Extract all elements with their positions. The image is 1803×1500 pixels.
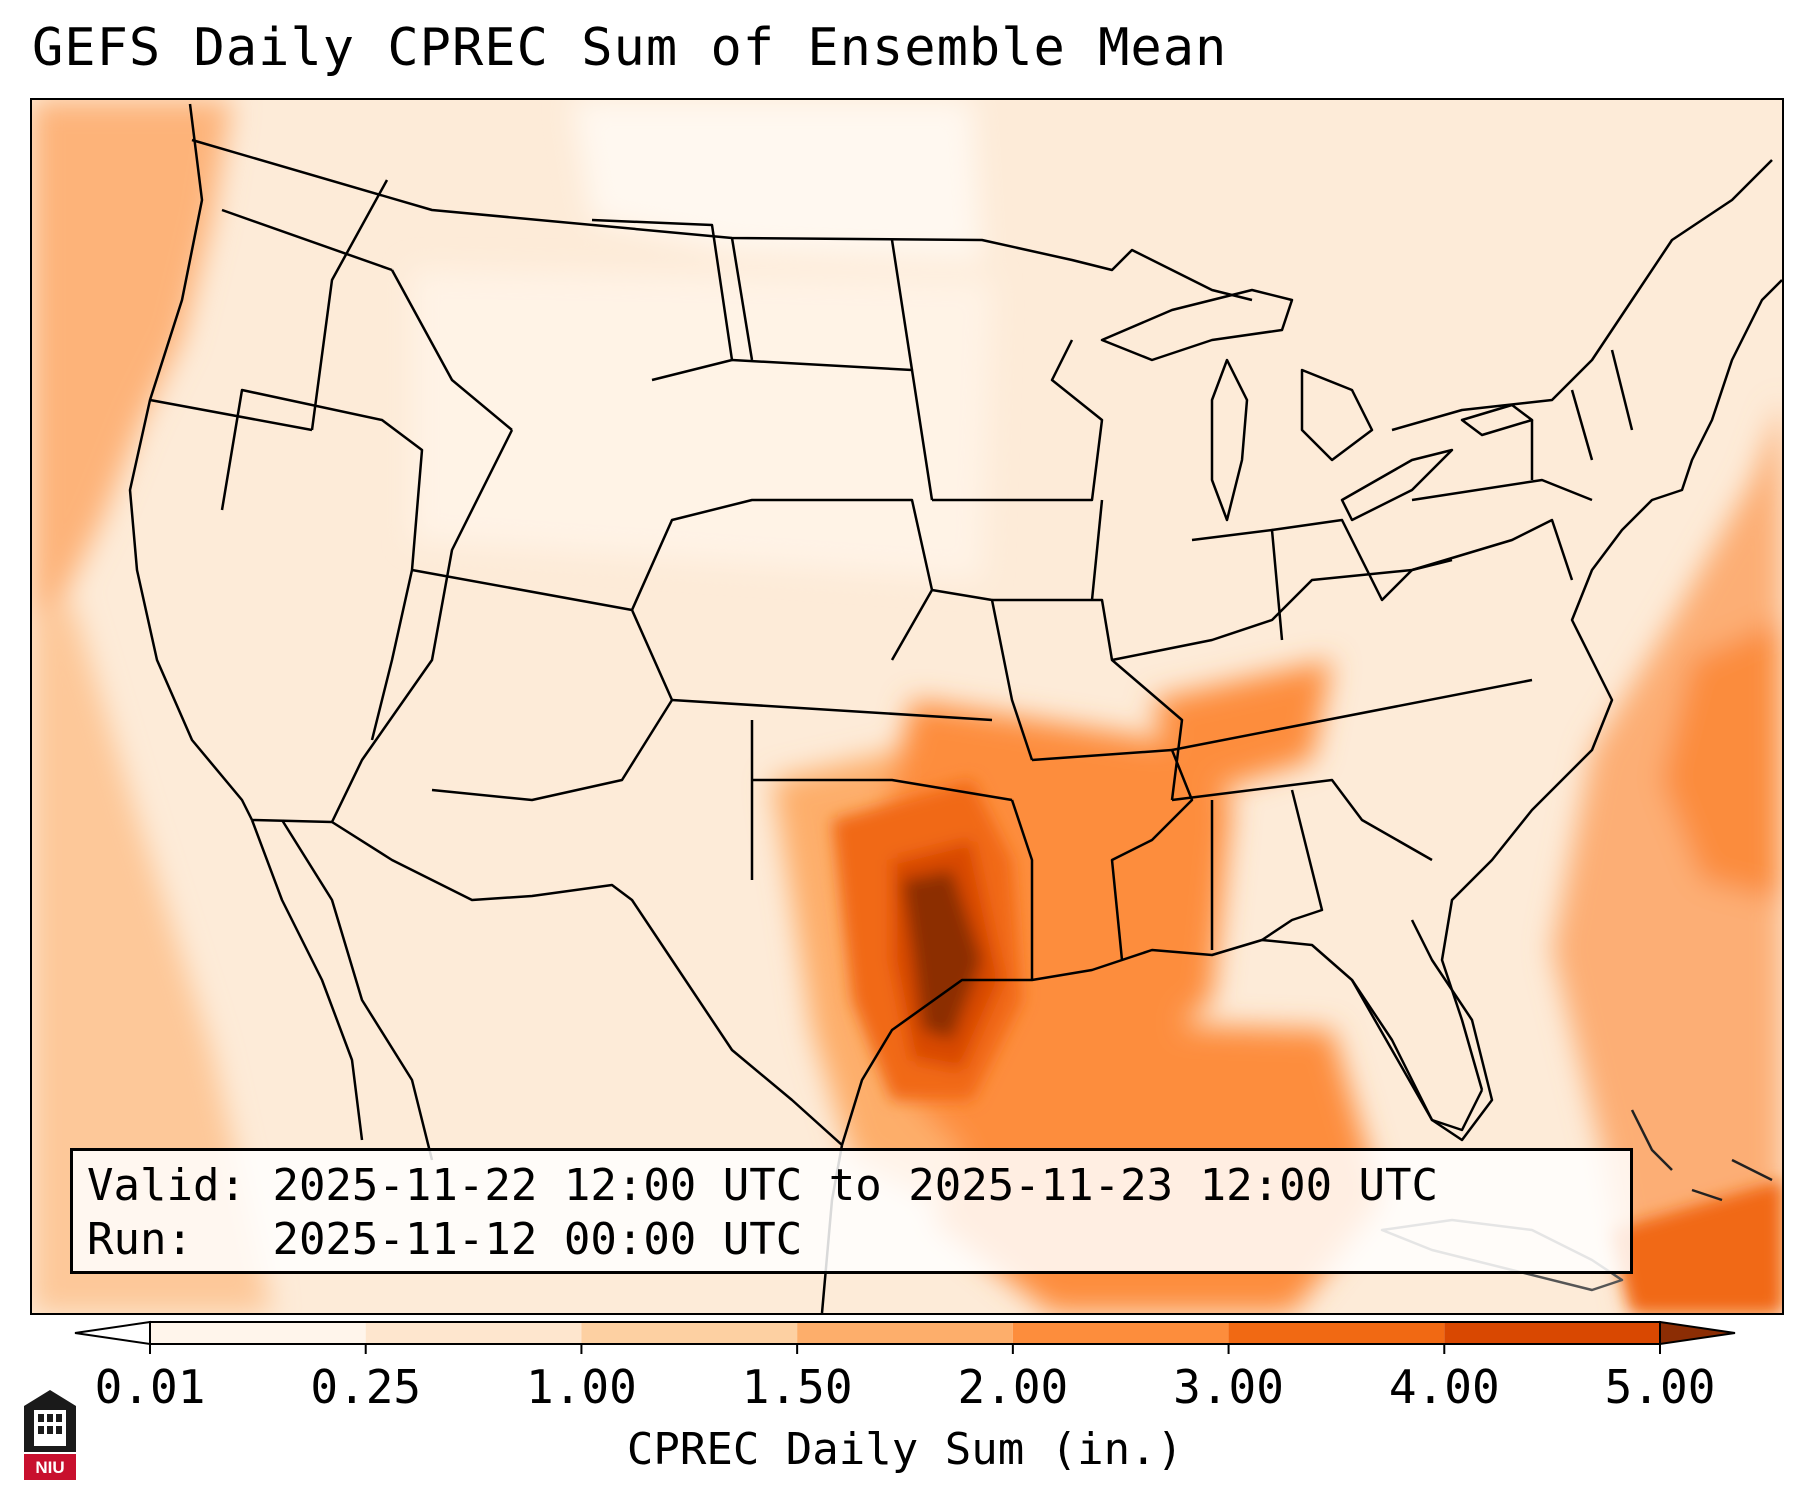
niu-logo-text: NIU <box>35 1458 65 1477</box>
run-label: Run: <box>87 1214 193 1265</box>
colorbar-tick-label: 4.00 <box>1388 1360 1500 1414</box>
colorbar-segment <box>365 1322 582 1344</box>
lake-michigan <box>1210 358 1249 522</box>
colorbar-segment <box>1228 1322 1445 1344</box>
us-mexico-border <box>251 818 843 1146</box>
niu-logo-icon <box>24 1390 76 1480</box>
valid-run-info-box: Valid: 2025-11-22 12:00 UTC to 2025-11-2… <box>70 1148 1633 1274</box>
colorbar-segment <box>150 1322 366 1344</box>
colorbar-tick-label: 1.00 <box>526 1360 637 1414</box>
colorbar-title: CPREC Daily Sum (in.) <box>626 1424 1184 1475</box>
map-title: GEFS Daily CPREC Sum of Ensemble Mean <box>32 18 1228 78</box>
colorbar-tick-label: 5.00 <box>1604 1360 1716 1414</box>
map-panel: Valid: 2025-11-22 12:00 UTC to 2025-11-2… <box>30 98 1784 1315</box>
colorbar-segment <box>797 1322 1013 1344</box>
baja-california <box>250 819 364 1141</box>
run-time: 2025-11-12 00:00 UTC <box>272 1214 803 1265</box>
colorbar <box>74 1320 1736 1354</box>
us-canada-border-east <box>1391 159 1773 432</box>
lake-huron <box>1300 368 1374 462</box>
colorbar-segment <box>1012 1322 1229 1344</box>
colorbar-tick-label: 3.00 <box>1173 1360 1284 1414</box>
colorbar-tick-label: 0.25 <box>310 1360 422 1414</box>
us-gulf-coast <box>840 938 1484 1146</box>
precip-maximum <box>832 780 1782 1313</box>
us-coastline-west <box>128 103 254 821</box>
colorbar-outline <box>149 1321 1661 1345</box>
map-boundaries <box>128 103 1782 1313</box>
colorbar-extend-low <box>74 1320 151 1346</box>
us-canada-border <box>191 138 1253 302</box>
us-east-coast <box>1440 279 1782 1091</box>
valid-time: 2025-11-22 12:00 UTC to 2025-11-23 12:00… <box>272 1160 1439 1211</box>
lake-superior <box>1100 288 1294 362</box>
colorbar-segment <box>1444 1322 1660 1344</box>
florida <box>1350 919 1494 1142</box>
lake-erie <box>1340 448 1454 522</box>
valid-label: Valid: <box>87 1160 246 1211</box>
colorbar-tick-label: 1.50 <box>741 1360 853 1414</box>
colorbar-tick-label: 0.01 <box>94 1360 206 1414</box>
colorbar-extend-high <box>1659 1320 1736 1346</box>
colorbar-segment <box>581 1322 798 1344</box>
colorbar-tick-label: 2.00 <box>957 1360 1069 1414</box>
precip-map <box>32 100 1782 1313</box>
